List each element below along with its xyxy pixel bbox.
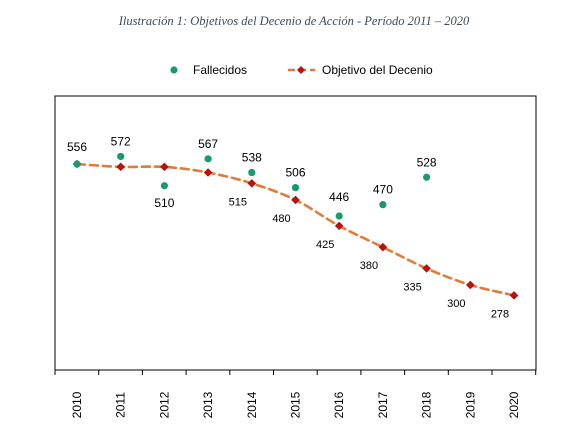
legend-deaths-label: Fallecidos: [193, 63, 247, 77]
objective-point: [378, 242, 388, 252]
deaths-data-label: 470: [373, 183, 393, 197]
objective-point: [116, 162, 126, 172]
deaths-point: [73, 160, 81, 168]
deaths-point: [291, 184, 300, 192]
legend-deaths-marker: [170, 66, 178, 74]
deaths-point: [335, 212, 343, 220]
x-tick-label: 2014: [245, 391, 259, 418]
objective-data-label: 380: [360, 260, 378, 272]
plot-area: [54, 95, 537, 371]
objective-point: [334, 221, 344, 231]
x-tick-label: 2011: [114, 392, 128, 418]
deaths-point: [379, 201, 387, 209]
deaths-point: [204, 155, 212, 163]
x-tick-label: 2019: [463, 391, 477, 418]
objective-data-label: 335: [403, 281, 421, 293]
x-tick-label: 2017: [376, 391, 390, 418]
legend-objective-marker: [297, 66, 305, 74]
chart-title: Ilustración 1: Objetivos del Decenio de …: [118, 14, 470, 28]
x-tick-label: 2013: [201, 391, 215, 418]
x-tick-label: 2018: [420, 391, 434, 418]
deaths-point: [117, 152, 125, 161]
deaths-series: 556 572 510 567 538 506 446 470 528: [67, 134, 437, 220]
deaths-data-label: 506: [285, 166, 305, 180]
x-tick-label: 2010: [70, 391, 84, 418]
deaths-data-label: 510: [154, 196, 174, 210]
deaths-data-label: 572: [111, 134, 131, 148]
objective-point: [160, 162, 169, 172]
objective-series: 515 480 425 380 335 300 278: [72, 159, 519, 320]
legend-objective-label: Objetivo del Decenio: [322, 63, 433, 77]
x-axis: 2010 2011 2012 2013 2014 2015 2016 2017 2018 2019…: [54, 370, 537, 418]
deaths-point: [248, 168, 256, 177]
objective-point: [465, 280, 475, 290]
objective-point: [247, 179, 257, 188]
x-tick-label: 2016: [332, 391, 346, 418]
deaths-data-label: 538: [242, 151, 262, 165]
x-tick-label: 2012: [157, 391, 171, 418]
x-tick-label: 2015: [289, 391, 303, 418]
objective-data-label: 480: [272, 213, 290, 225]
objective-data-label: 515: [229, 196, 247, 208]
deaths-data-label: 446: [329, 190, 349, 204]
deaths-point: [160, 182, 168, 190]
deaths-data-label: 556: [67, 140, 87, 154]
deaths-data-label: 528: [417, 155, 437, 169]
objective-point: [291, 195, 300, 205]
objective-data-label: 278: [491, 308, 509, 320]
objective-data-label: 300: [447, 298, 465, 310]
deaths-data-label: 567: [198, 137, 218, 151]
legend: Fallecidos Objetivo del Decenio: [170, 63, 433, 77]
objective-point: [203, 168, 213, 177]
objective-point: [509, 291, 519, 300]
deaths-point: [423, 173, 431, 181]
objective-data-label: 425: [316, 239, 334, 251]
x-tick-label: 2020: [507, 391, 521, 418]
objective-point: [422, 264, 431, 273]
